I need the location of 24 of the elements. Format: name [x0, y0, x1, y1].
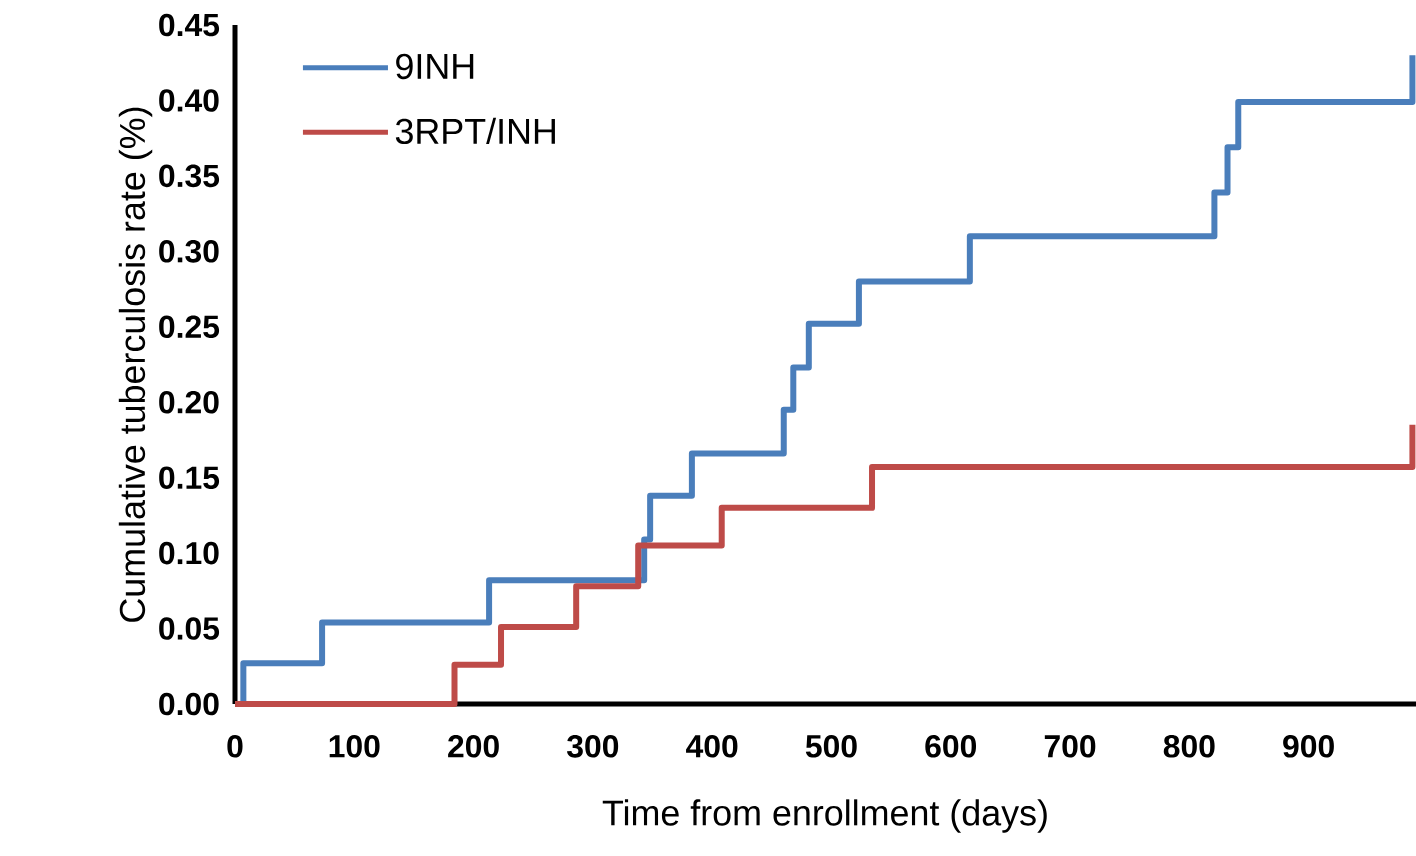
legend-label: 3RPT/INH: [395, 117, 555, 145]
x-tick-label: 700: [1044, 735, 1096, 758]
y-tick-label: 0.15: [159, 466, 220, 489]
y-tick-label: 0.25: [159, 315, 220, 339]
x-tick-label: 200: [448, 735, 499, 758]
x-tick-label: 800: [1163, 735, 1215, 758]
y-tick-label: 0.45: [159, 13, 220, 37]
x-tick-label: 600: [925, 735, 977, 758]
y-tick-label: 0.30: [159, 240, 219, 263]
y-axis-title: Cumulative tuberculosis rate (%): [118, 107, 153, 622]
y-tick-label: 0.35: [159, 164, 220, 188]
y-tick-label: 0.10: [159, 541, 219, 565]
y-tick-label: 0.40: [159, 89, 219, 112]
y-tick-label: 0.05: [159, 617, 220, 640]
x-tick-label: 100: [329, 735, 380, 758]
x-axis-title: Time from enrollment (days): [602, 799, 1047, 833]
x-tick-label: 900: [1283, 735, 1334, 758]
x-tick-label: 0: [227, 735, 243, 758]
legend-label: 9INH: [396, 53, 474, 80]
x-tick-label: 500: [805, 735, 857, 758]
y-tick-label: 0.20: [159, 390, 219, 414]
x-tick-label: 400: [686, 735, 738, 758]
y-tick-label: 0.00: [159, 692, 219, 716]
x-tick-label: 300: [567, 735, 619, 758]
